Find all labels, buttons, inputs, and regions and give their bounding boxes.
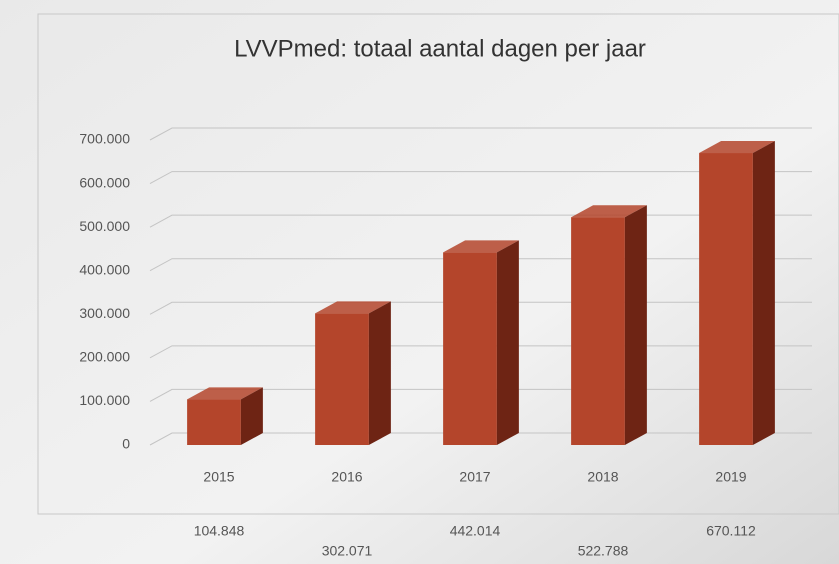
bar-front — [571, 217, 625, 445]
bar-top — [699, 141, 775, 154]
y-tick-label: 100.000 — [79, 392, 130, 408]
y-tick-label: 200.000 — [79, 349, 130, 365]
bar-front — [443, 252, 497, 445]
x-tick-label: 2015 — [203, 469, 234, 485]
bar-front — [187, 399, 241, 445]
bar-top — [443, 240, 519, 253]
bar-top — [571, 205, 647, 218]
chart-frame — [37, 13, 839, 515]
value-label: 670.112 — [706, 523, 756, 539]
y-tick-label: 500.000 — [79, 218, 130, 234]
bar-side — [496, 240, 519, 445]
x-tick-label: 2016 — [331, 469, 362, 485]
grid-line — [149, 127, 812, 141]
bar-side — [624, 205, 647, 445]
value-label: 104.848 — [194, 523, 245, 539]
x-tick-label: 2019 — [715, 469, 746, 485]
y-tick-label: 300.000 — [79, 305, 130, 321]
value-label: 302.071 — [322, 543, 373, 559]
x-tick-label: 2018 — [587, 469, 618, 485]
grid-line — [149, 171, 812, 185]
bar-top — [315, 301, 391, 314]
bar-front — [315, 313, 369, 445]
y-tick-label: 600.000 — [79, 174, 130, 190]
bar-side — [368, 301, 391, 445]
bar-side — [752, 141, 775, 445]
bar-side — [240, 387, 263, 445]
bar-top — [187, 387, 263, 400]
bar-front — [699, 153, 753, 445]
y-tick-label: 700.000 — [79, 131, 130, 147]
value-label: 442.014 — [450, 523, 501, 539]
y-tick-label: 400.000 — [79, 261, 130, 277]
value-label: 522.788 — [578, 543, 629, 559]
chart-title: LVVPmed: totaal aantal dagen per jaar — [234, 35, 646, 62]
y-tick-label: 0 — [122, 436, 130, 452]
x-tick-label: 2017 — [459, 469, 490, 485]
